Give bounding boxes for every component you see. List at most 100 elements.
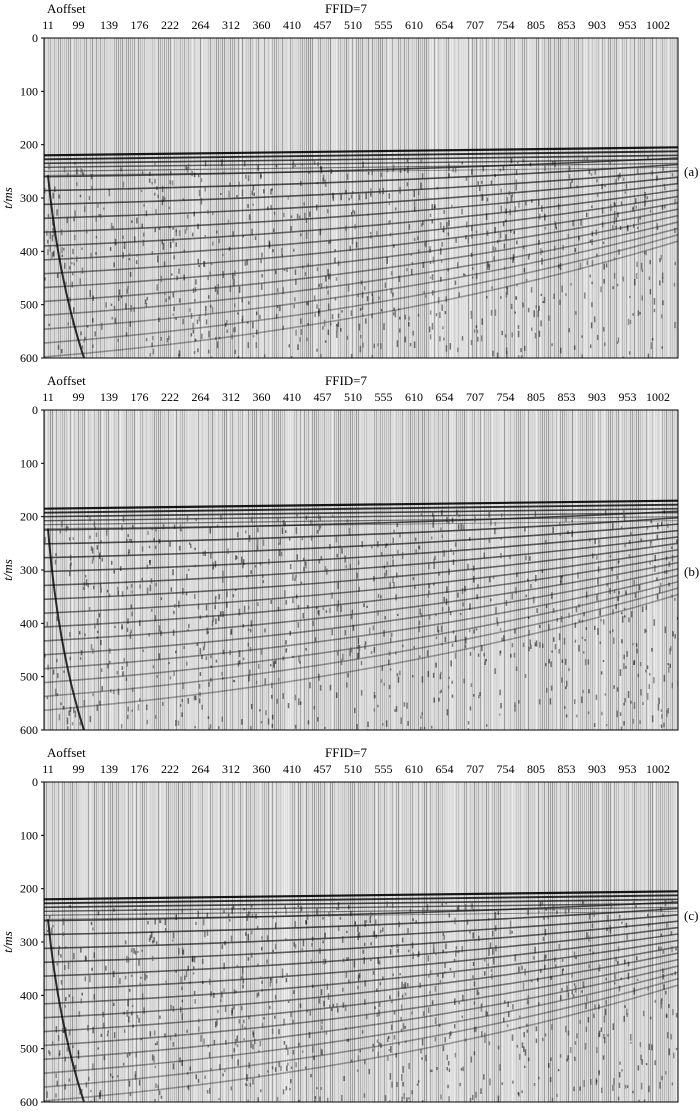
noise-speckle <box>257 992 260 997</box>
trace-stripe <box>178 410 179 730</box>
noise-speckle <box>514 954 516 962</box>
noise-speckle <box>272 949 274 953</box>
trace-stripe <box>618 410 619 730</box>
trace-stripe <box>392 410 393 730</box>
noise-speckle <box>530 979 533 983</box>
noise-speckle <box>67 962 70 970</box>
reflection-event <box>44 542 678 601</box>
noise-speckle <box>320 989 323 996</box>
noise-speckle <box>193 966 195 970</box>
noise-speckle <box>545 954 547 959</box>
noise-speckle <box>602 659 605 663</box>
noise-speckle <box>158 653 161 660</box>
offset-tick-label: 139 <box>100 762 118 776</box>
noise-speckle <box>522 982 525 990</box>
noise-speckle <box>130 539 133 543</box>
trace-stripe <box>206 38 207 358</box>
trace-stripe <box>306 410 307 730</box>
trace-stripe <box>92 38 93 358</box>
noise-speckle <box>613 589 616 594</box>
noise-speckle <box>494 227 496 233</box>
reflection-event <box>44 234 678 344</box>
noise-speckle <box>484 1037 486 1043</box>
noise-speckle <box>122 181 125 188</box>
noise-speckle <box>499 628 502 631</box>
noise-speckle <box>195 921 197 925</box>
noise-speckle <box>440 222 442 229</box>
noise-speckle <box>189 981 191 984</box>
noise-speckle <box>455 237 457 243</box>
noise-speckle <box>336 331 338 338</box>
trace-stripe <box>542 782 543 1102</box>
noise-speckle <box>176 275 178 281</box>
noise-speckle <box>178 230 181 237</box>
noise-speckle <box>429 1069 432 1073</box>
trace-stripe <box>494 38 495 358</box>
noise-speckle <box>512 254 515 261</box>
offset-tick-label: 176 <box>131 762 149 776</box>
noise-speckle <box>160 275 163 283</box>
trace-stripe <box>604 410 605 730</box>
noise-speckle <box>210 655 212 659</box>
noise-speckle <box>461 588 464 594</box>
noise-speckle <box>60 702 62 706</box>
noise-speckle <box>628 351 631 355</box>
noise-speckle <box>469 1097 472 1102</box>
noise-speckle <box>393 164 395 172</box>
noise-speckle <box>609 588 611 594</box>
noise-speckle <box>451 204 453 208</box>
noise-speckle <box>420 613 423 618</box>
noise-speckle <box>339 545 342 549</box>
trace-stripe <box>418 410 419 730</box>
trace-stripe <box>480 38 481 358</box>
noise-speckle <box>549 1077 552 1083</box>
noise-speckle <box>97 1047 99 1050</box>
noise-speckle <box>416 1083 419 1086</box>
noise-speckle <box>328 1004 331 1008</box>
noise-speckle <box>491 973 493 980</box>
noise-speckle <box>101 323 103 330</box>
noise-speckle <box>383 572 386 578</box>
noise-speckle <box>396 673 399 677</box>
noise-speckle <box>571 973 573 978</box>
noise-speckle <box>350 194 353 199</box>
noise-speckle <box>318 610 320 616</box>
noise-speckle <box>336 553 338 558</box>
offset-tick-label: 360 <box>253 18 271 32</box>
noise-speckle <box>464 1038 467 1042</box>
noise-speckle <box>586 996 588 1002</box>
noise-speckle <box>238 660 241 665</box>
noise-speckle <box>83 582 86 586</box>
noise-speckle <box>202 918 205 926</box>
noise-speckle <box>527 909 529 916</box>
noise-speckle <box>252 1030 254 1036</box>
noise-speckle <box>164 919 167 926</box>
noise-speckle <box>535 305 537 309</box>
noise-speckle <box>347 673 349 678</box>
noise-speckle <box>468 537 471 541</box>
noise-speckle <box>237 1059 239 1066</box>
noise-speckle <box>370 651 373 655</box>
noise-speckle <box>351 191 354 195</box>
noise-speckle <box>471 233 473 239</box>
noise-speckle <box>474 516 476 523</box>
noise-speckle <box>492 246 494 252</box>
noise-speckle <box>153 1055 155 1063</box>
noise-speckle <box>95 251 97 255</box>
noise-speckle <box>271 714 274 720</box>
noise-speckle <box>421 1039 424 1046</box>
trace-stripe <box>362 782 363 1102</box>
noise-speckle <box>619 172 621 179</box>
reflection-event <box>44 555 678 628</box>
trace-stripe <box>132 410 133 730</box>
noise-speckle <box>95 236 98 239</box>
noise-speckle <box>260 1089 262 1093</box>
time-tick-label: 600 <box>20 723 38 737</box>
noise-speckle <box>151 182 153 185</box>
noise-speckle <box>483 1074 485 1080</box>
noise-speckle <box>198 1026 200 1032</box>
noise-speckle <box>323 319 326 327</box>
noise-speckle <box>66 1047 69 1052</box>
noise-speckle <box>61 254 64 257</box>
noise-speckle <box>84 574 87 578</box>
